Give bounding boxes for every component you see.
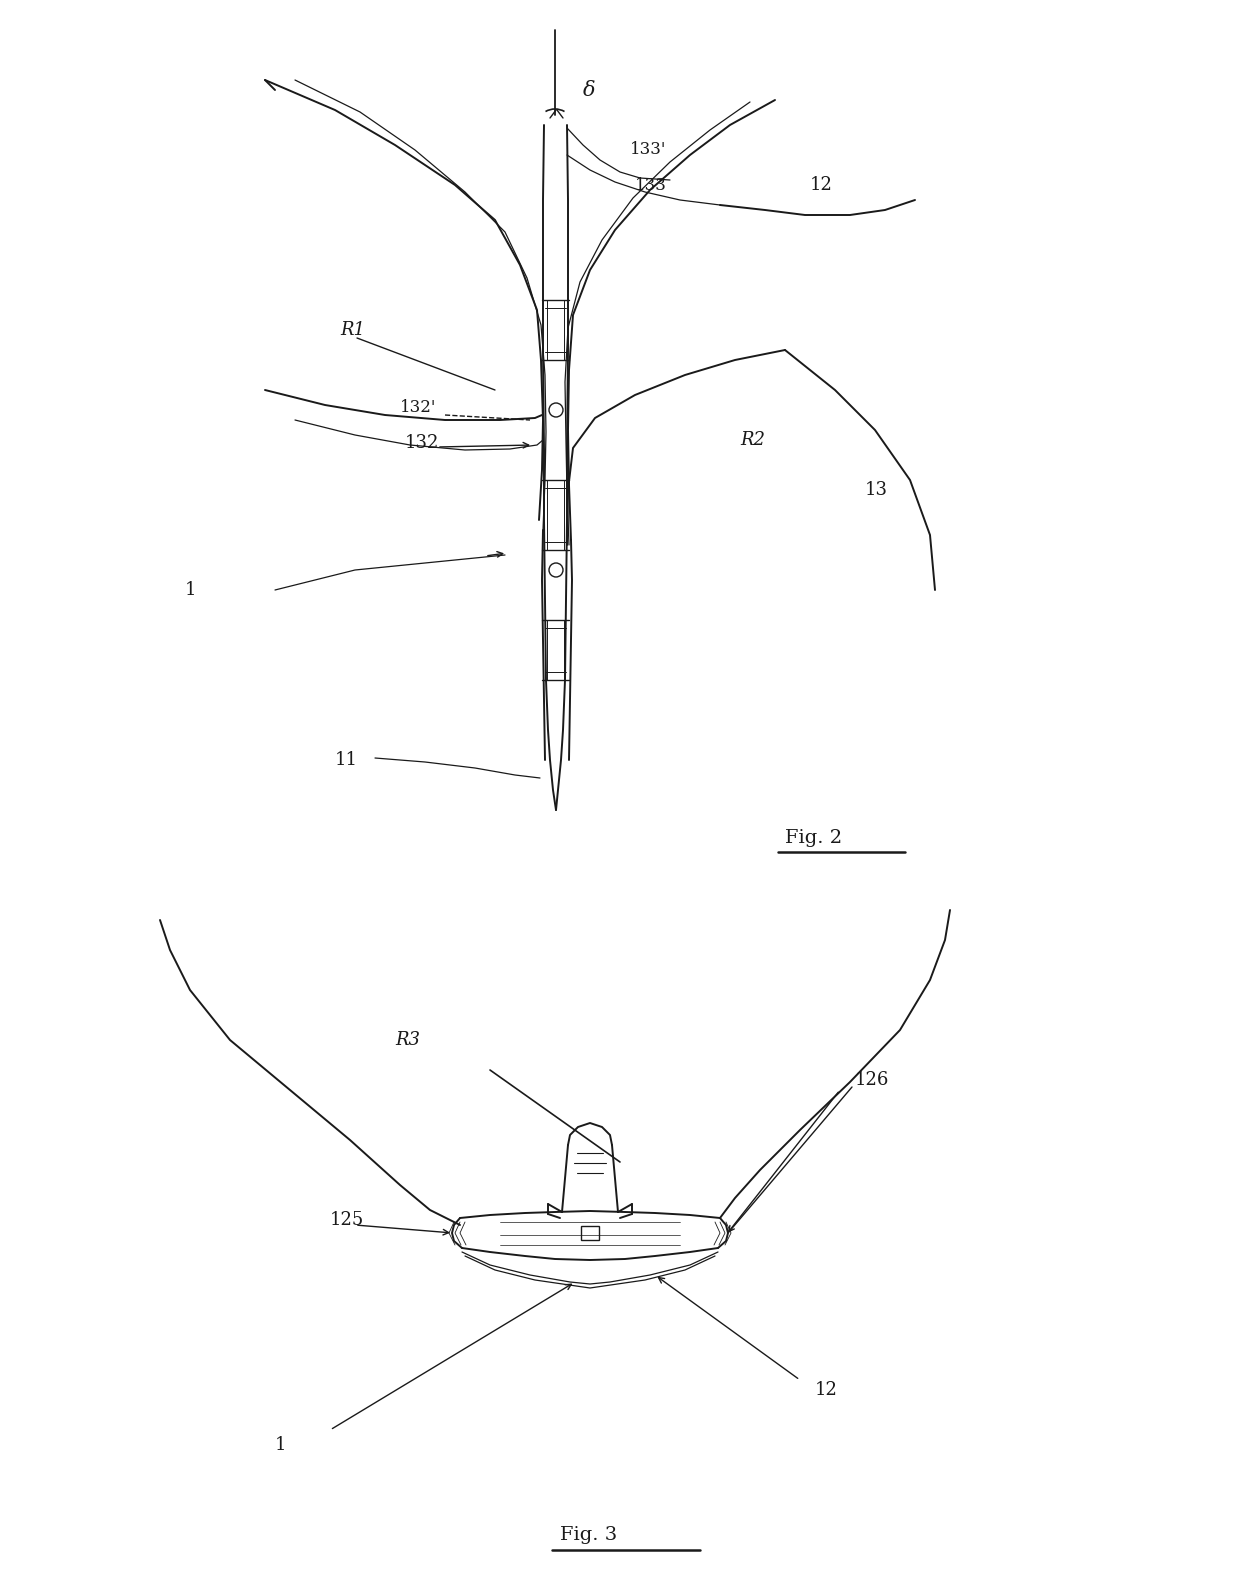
Text: 12: 12 <box>810 175 833 194</box>
Text: 132: 132 <box>405 433 439 452</box>
Circle shape <box>549 403 563 417</box>
Text: R1: R1 <box>340 322 365 339</box>
Text: 12: 12 <box>815 1381 838 1399</box>
Text: 1: 1 <box>185 581 196 599</box>
Text: 133': 133' <box>630 142 666 158</box>
Text: 125: 125 <box>330 1211 365 1230</box>
Text: 1: 1 <box>275 1435 286 1454</box>
Text: R2: R2 <box>740 432 765 449</box>
Text: 126: 126 <box>856 1070 889 1090</box>
Text: δ: δ <box>583 81 595 99</box>
Text: 11: 11 <box>335 750 358 769</box>
Text: 132': 132' <box>401 400 436 416</box>
Text: 13: 13 <box>866 481 888 499</box>
Bar <box>582 1227 599 1239</box>
Text: Fig. 3: Fig. 3 <box>560 1526 618 1544</box>
Text: R3: R3 <box>396 1031 420 1050</box>
Text: Fig. 2: Fig. 2 <box>785 828 842 847</box>
Text: 133: 133 <box>635 177 667 193</box>
Circle shape <box>549 562 563 577</box>
